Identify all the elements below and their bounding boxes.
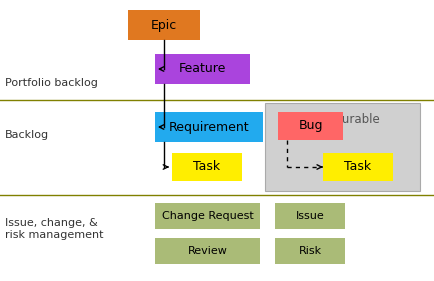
Text: Portfolio backlog: Portfolio backlog bbox=[5, 78, 98, 88]
Bar bbox=[323, 153, 393, 181]
Text: Task: Task bbox=[345, 160, 372, 173]
Text: Risk: Risk bbox=[299, 246, 322, 256]
Text: Epic: Epic bbox=[151, 19, 177, 31]
Bar bbox=[155, 203, 260, 229]
Bar bbox=[128, 10, 200, 40]
Text: Configurable: Configurable bbox=[304, 113, 380, 126]
Text: Task: Task bbox=[194, 160, 220, 173]
Bar bbox=[172, 153, 242, 181]
Bar bbox=[155, 54, 250, 84]
Text: Change Request: Change Request bbox=[161, 211, 253, 221]
Text: Feature: Feature bbox=[179, 62, 226, 76]
Bar bbox=[155, 238, 260, 264]
Text: Backlog: Backlog bbox=[5, 130, 49, 140]
Bar bbox=[275, 238, 345, 264]
Bar bbox=[155, 112, 263, 142]
Text: Requirement: Requirement bbox=[169, 121, 249, 133]
Text: Issue, change, &
risk management: Issue, change, & risk management bbox=[5, 218, 103, 240]
Bar bbox=[278, 112, 343, 140]
Text: Issue: Issue bbox=[296, 211, 324, 221]
Bar bbox=[275, 203, 345, 229]
Text: Bug: Bug bbox=[298, 119, 323, 133]
Text: Review: Review bbox=[187, 246, 227, 256]
Bar bbox=[265, 103, 420, 191]
